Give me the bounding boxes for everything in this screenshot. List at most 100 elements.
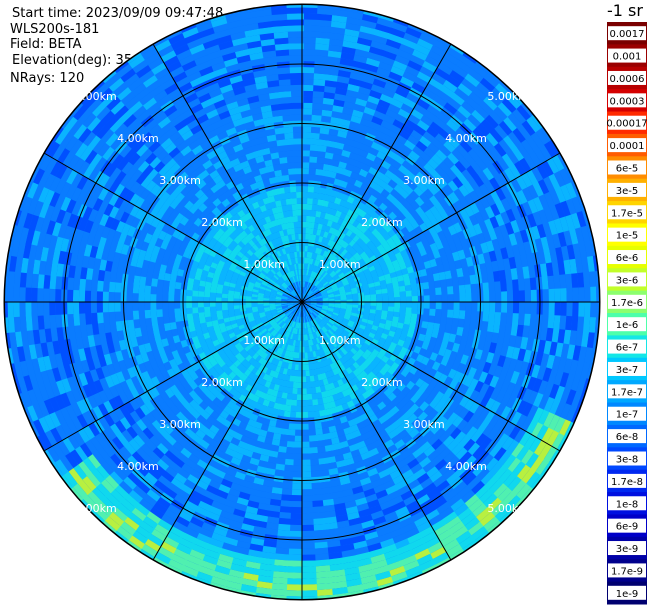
data-cell <box>355 237 364 246</box>
data-cell <box>458 26 478 42</box>
data-cell <box>339 324 346 330</box>
data-cell <box>462 574 482 590</box>
data-cell <box>348 279 355 285</box>
data-cell <box>346 304 353 308</box>
data-cell <box>329 234 337 242</box>
data-cell <box>341 46 358 55</box>
data-cell <box>326 310 334 314</box>
data-cell <box>302 102 314 109</box>
data-cell <box>144 308 152 319</box>
data-cell <box>426 104 442 118</box>
data-cell <box>401 124 415 136</box>
data-cell <box>373 110 387 121</box>
data-cell <box>406 266 415 275</box>
data-cell <box>439 145 453 158</box>
data-cell <box>559 216 570 234</box>
data-cell <box>347 157 358 167</box>
data-cell <box>72 288 80 302</box>
data-cell <box>584 286 591 304</box>
data-cell <box>423 308 430 317</box>
data-cell <box>4 394 16 414</box>
data-cell <box>500 211 511 226</box>
data-cell <box>357 327 365 334</box>
data-cell <box>143 566 163 581</box>
data-cell <box>544 141 559 160</box>
data-cell <box>489 177 502 192</box>
data-cell <box>436 111 452 125</box>
data-cell <box>412 49 430 62</box>
data-cell <box>376 67 393 78</box>
data-cell <box>340 276 348 282</box>
data-cell <box>395 87 411 99</box>
data-cell <box>549 248 558 265</box>
data-cell <box>55 517 73 536</box>
data-cell <box>436 331 445 341</box>
data-cell <box>48 480 64 499</box>
data-cell <box>43 504 61 523</box>
data-cell <box>91 311 98 325</box>
data-cell <box>14 462 30 482</box>
data-cell <box>38 467 55 486</box>
data-cell <box>320 289 327 294</box>
data-cell <box>561 245 570 263</box>
data-cell <box>350 115 363 125</box>
data-cell <box>328 298 335 301</box>
data-cell <box>583 347 593 366</box>
data-cell <box>348 256 356 263</box>
data-cell <box>424 245 433 255</box>
data-cell <box>535 424 549 442</box>
data-cell <box>331 15 350 24</box>
data-cell <box>498 322 507 336</box>
data-cell <box>413 124 428 137</box>
data-cell <box>454 259 463 271</box>
data-cell <box>326 276 333 282</box>
data-cell <box>324 86 338 94</box>
data-cell <box>300 566 317 573</box>
data-cell <box>311 114 323 122</box>
data-cell <box>435 240 444 251</box>
data-cell <box>57 493 75 511</box>
data-cell <box>302 293 305 300</box>
data-cell <box>496 534 515 551</box>
data-cell <box>483 96 499 112</box>
data-cell <box>451 317 459 328</box>
data-cell <box>302 227 307 234</box>
data-cell <box>309 305 316 309</box>
data-cell <box>352 60 368 70</box>
data-cell <box>453 222 463 235</box>
data-cell <box>312 529 327 537</box>
data-cell <box>302 221 307 228</box>
data-cell <box>367 127 380 137</box>
data-cell <box>435 309 442 318</box>
data-cell <box>499 224 509 239</box>
data-cell <box>323 91 337 100</box>
data-cell <box>386 150 399 161</box>
data-cell <box>366 345 375 354</box>
data-cell <box>549 205 561 222</box>
data-cell <box>126 309 134 321</box>
data-cell <box>334 307 341 311</box>
data-cell <box>543 81 561 100</box>
data-cell <box>300 560 316 567</box>
data-cell <box>322 97 336 106</box>
data-cell <box>349 232 357 240</box>
data-cell <box>508 425 521 442</box>
data-cell <box>370 302 377 307</box>
data-cell <box>476 564 497 581</box>
data-cell <box>566 441 581 461</box>
data-cell <box>364 339 372 347</box>
data-cell <box>37 300 44 316</box>
data-cell <box>322 281 329 287</box>
data-cell <box>321 292 328 296</box>
data-cell <box>467 367 477 380</box>
data-cell <box>429 258 438 269</box>
data-cell <box>302 263 305 270</box>
data-cell <box>352 252 361 260</box>
data-cell <box>346 17 364 26</box>
data-cell <box>499 379 511 395</box>
data-cell <box>482 361 492 375</box>
data-cell <box>109 558 129 574</box>
data-cell <box>527 213 538 230</box>
data-cell <box>333 4 352 6</box>
data-cell <box>387 292 395 299</box>
